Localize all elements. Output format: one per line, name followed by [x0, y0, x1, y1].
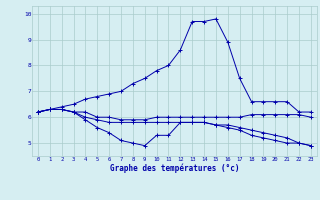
X-axis label: Graphe des températures (°c): Graphe des températures (°c)	[110, 164, 239, 173]
